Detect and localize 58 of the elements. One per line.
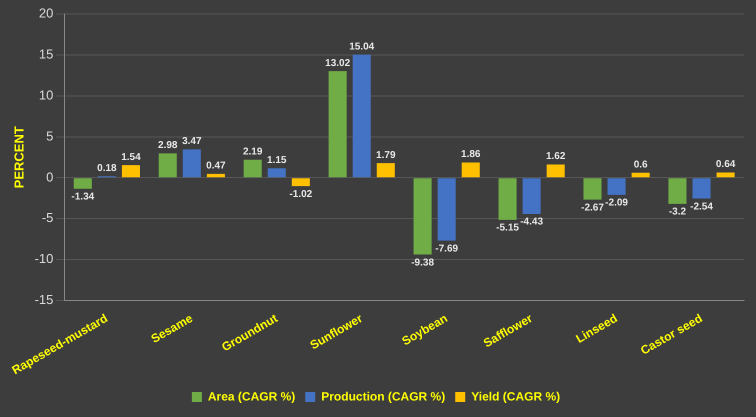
bar [522, 178, 541, 214]
bar [668, 178, 686, 204]
data-label: -9.38 [411, 257, 434, 268]
legend-label: Area (CAGR %) [208, 389, 296, 404]
data-label: 1.54 [121, 152, 142, 163]
bar [122, 165, 140, 178]
y-tick-label: 20 [38, 6, 54, 21]
bar [352, 54, 371, 178]
data-label: 0.6 [634, 160, 648, 171]
bar [438, 178, 456, 241]
bar [376, 163, 395, 178]
y-tick-label: -10 [34, 251, 54, 266]
legend-label: Production (CAGR %) [321, 389, 446, 404]
bar [158, 153, 177, 178]
data-label: -1.02 [289, 188, 313, 200]
bar [583, 178, 602, 200]
data-label: -7.69 [435, 243, 459, 254]
bar [692, 178, 711, 199]
bar [462, 162, 480, 178]
data-label: -2.54 [690, 201, 714, 212]
data-label: 0.18 [97, 162, 118, 174]
data-label: 0.47 [206, 160, 226, 172]
y-tick-label: -5 [42, 210, 54, 226]
data-label: 1.62 [546, 151, 566, 162]
data-label: 1.79 [376, 150, 396, 161]
data-label: 2.98 [158, 140, 178, 152]
data-label: 0.64 [716, 159, 736, 170]
bar [182, 149, 201, 178]
bar [268, 168, 286, 178]
data-label: 2.19 [242, 146, 263, 158]
y-tick-label: 10 [38, 87, 54, 102]
bar [74, 178, 92, 189]
data-label: 1.86 [461, 149, 481, 160]
bar [244, 160, 262, 178]
y-tick-label: -15 [34, 292, 54, 308]
bar [716, 172, 735, 178]
bar [498, 178, 517, 220]
bar [328, 71, 347, 178]
legend-label: Yield (CAGR %) [471, 389, 560, 404]
data-label: -2.09 [605, 198, 628, 209]
data-label: 15.04 [349, 41, 375, 52]
bar [632, 172, 650, 178]
data-label: 13.02 [325, 58, 351, 69]
y-tick-label: 5 [46, 128, 54, 144]
data-label: -2.67 [581, 202, 604, 214]
data-label: -3.2 [668, 206, 687, 218]
bar [608, 178, 626, 195]
data-label: -5.15 [496, 222, 520, 234]
bar [546, 164, 565, 178]
data-label: -4.43 [520, 216, 544, 228]
bar [414, 178, 432, 255]
y-axis-title: PERCENT [11, 126, 26, 188]
y-tick-label: 0 [46, 169, 54, 184]
y-tick-label: 15 [38, 46, 54, 62]
data-label: 1.15 [267, 155, 287, 166]
data-label: -1.34 [71, 191, 95, 202]
data-label: 3.47 [182, 136, 202, 148]
bar [292, 178, 310, 186]
